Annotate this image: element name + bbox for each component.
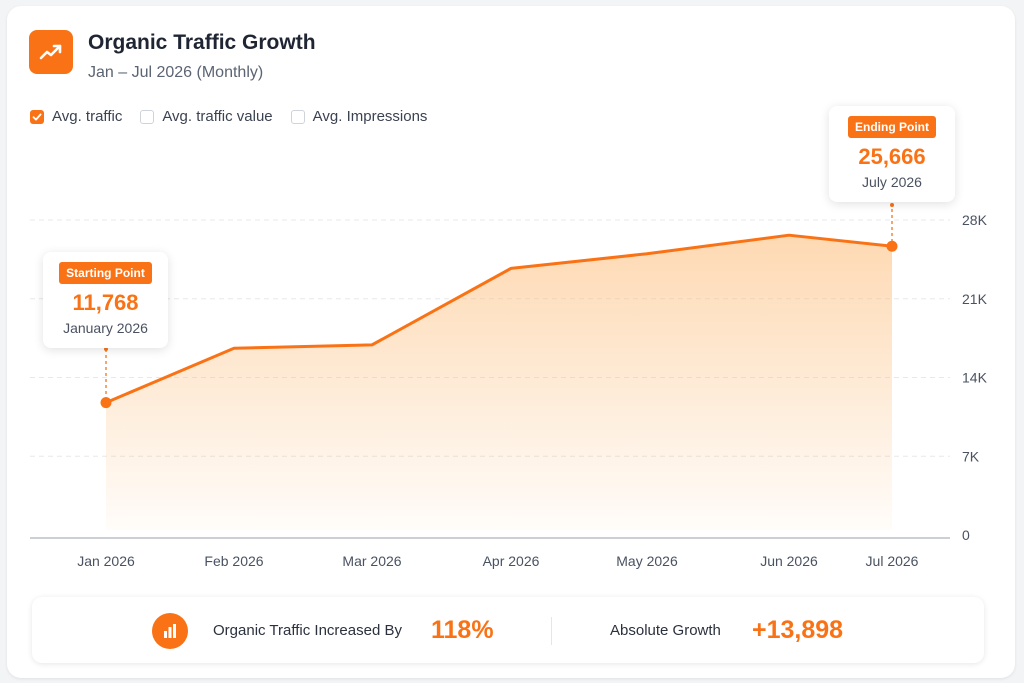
checkbox-checked-icon[interactable] — [30, 109, 44, 124]
toggle-label: Avg. Impressions — [312, 108, 428, 125]
end-point-value: 25,666 — [858, 144, 926, 169]
end-point-date: July 2026 — [862, 174, 922, 190]
series-toggles: Avg. traffic Avg. traffic value Avg. Imp… — [30, 108, 427, 125]
y-tick-label: 28K — [962, 212, 988, 228]
x-tick-label: Jan 2026 — [77, 553, 135, 569]
x-tick-label: Feb 2026 — [204, 553, 263, 569]
x-tick-label: May 2026 — [616, 553, 678, 569]
x-tick-label: Jul 2026 — [866, 553, 919, 569]
end-point-tooltip: Ending Point 25,666 July 2026 — [829, 106, 955, 202]
chart-subtitle: Jan – Jul 2026 (Monthly) — [88, 64, 264, 81]
y-tick-label: 21K — [962, 291, 988, 307]
toggle-avg-traffic[interactable]: Avg. traffic — [30, 108, 122, 125]
start-point-value: 11,768 — [72, 290, 139, 315]
toggle-label: Avg. traffic value — [162, 108, 273, 125]
toggle-avg-traffic-value[interactable]: Avg. traffic value — [140, 108, 273, 125]
bar-chart-icon — [152, 613, 188, 649]
y-tick-label: 14K — [962, 370, 988, 386]
x-tick-label: Mar 2026 — [342, 553, 401, 569]
x-tick-label: Jun 2026 — [760, 553, 818, 569]
growth-percent-value: 118% — [431, 616, 494, 644]
summary-divider — [551, 617, 552, 645]
growth-percent-label: Organic Traffic Increased By — [213, 622, 402, 639]
start-point-date: January 2026 — [63, 320, 148, 336]
start-point-tooltip: Starting Point 11,768 January 2026 — [43, 252, 168, 348]
checkbox-unchecked-icon[interactable] — [140, 109, 155, 124]
chart-title: Organic Traffic Growth — [88, 31, 316, 54]
y-tick-label: 7K — [962, 448, 980, 464]
summary-bar: Organic Traffic Increased By 118% Absolu… — [32, 597, 984, 663]
end-connector-dot — [890, 203, 894, 207]
absolute-growth-value: +13,898 — [752, 616, 844, 644]
series-line — [105, 233, 893, 404]
x-tick-label: Apr 2026 — [483, 553, 540, 569]
y-tick-label: 0 — [962, 527, 970, 543]
start-point-badge: Starting Point — [59, 262, 152, 284]
toggle-avg-impressions[interactable]: Avg. Impressions — [290, 108, 428, 125]
area-fill — [106, 235, 892, 530]
start-connector-dot — [104, 347, 108, 351]
end-point-marker — [886, 240, 898, 252]
start-point-marker — [100, 397, 112, 409]
absolute-growth-label: Absolute Growth — [610, 622, 721, 639]
end-point-badge: Ending Point — [848, 116, 936, 138]
checkbox-unchecked-icon[interactable] — [290, 109, 305, 124]
trend-up-icon — [29, 30, 73, 74]
toggle-label: Avg. traffic — [52, 108, 123, 125]
